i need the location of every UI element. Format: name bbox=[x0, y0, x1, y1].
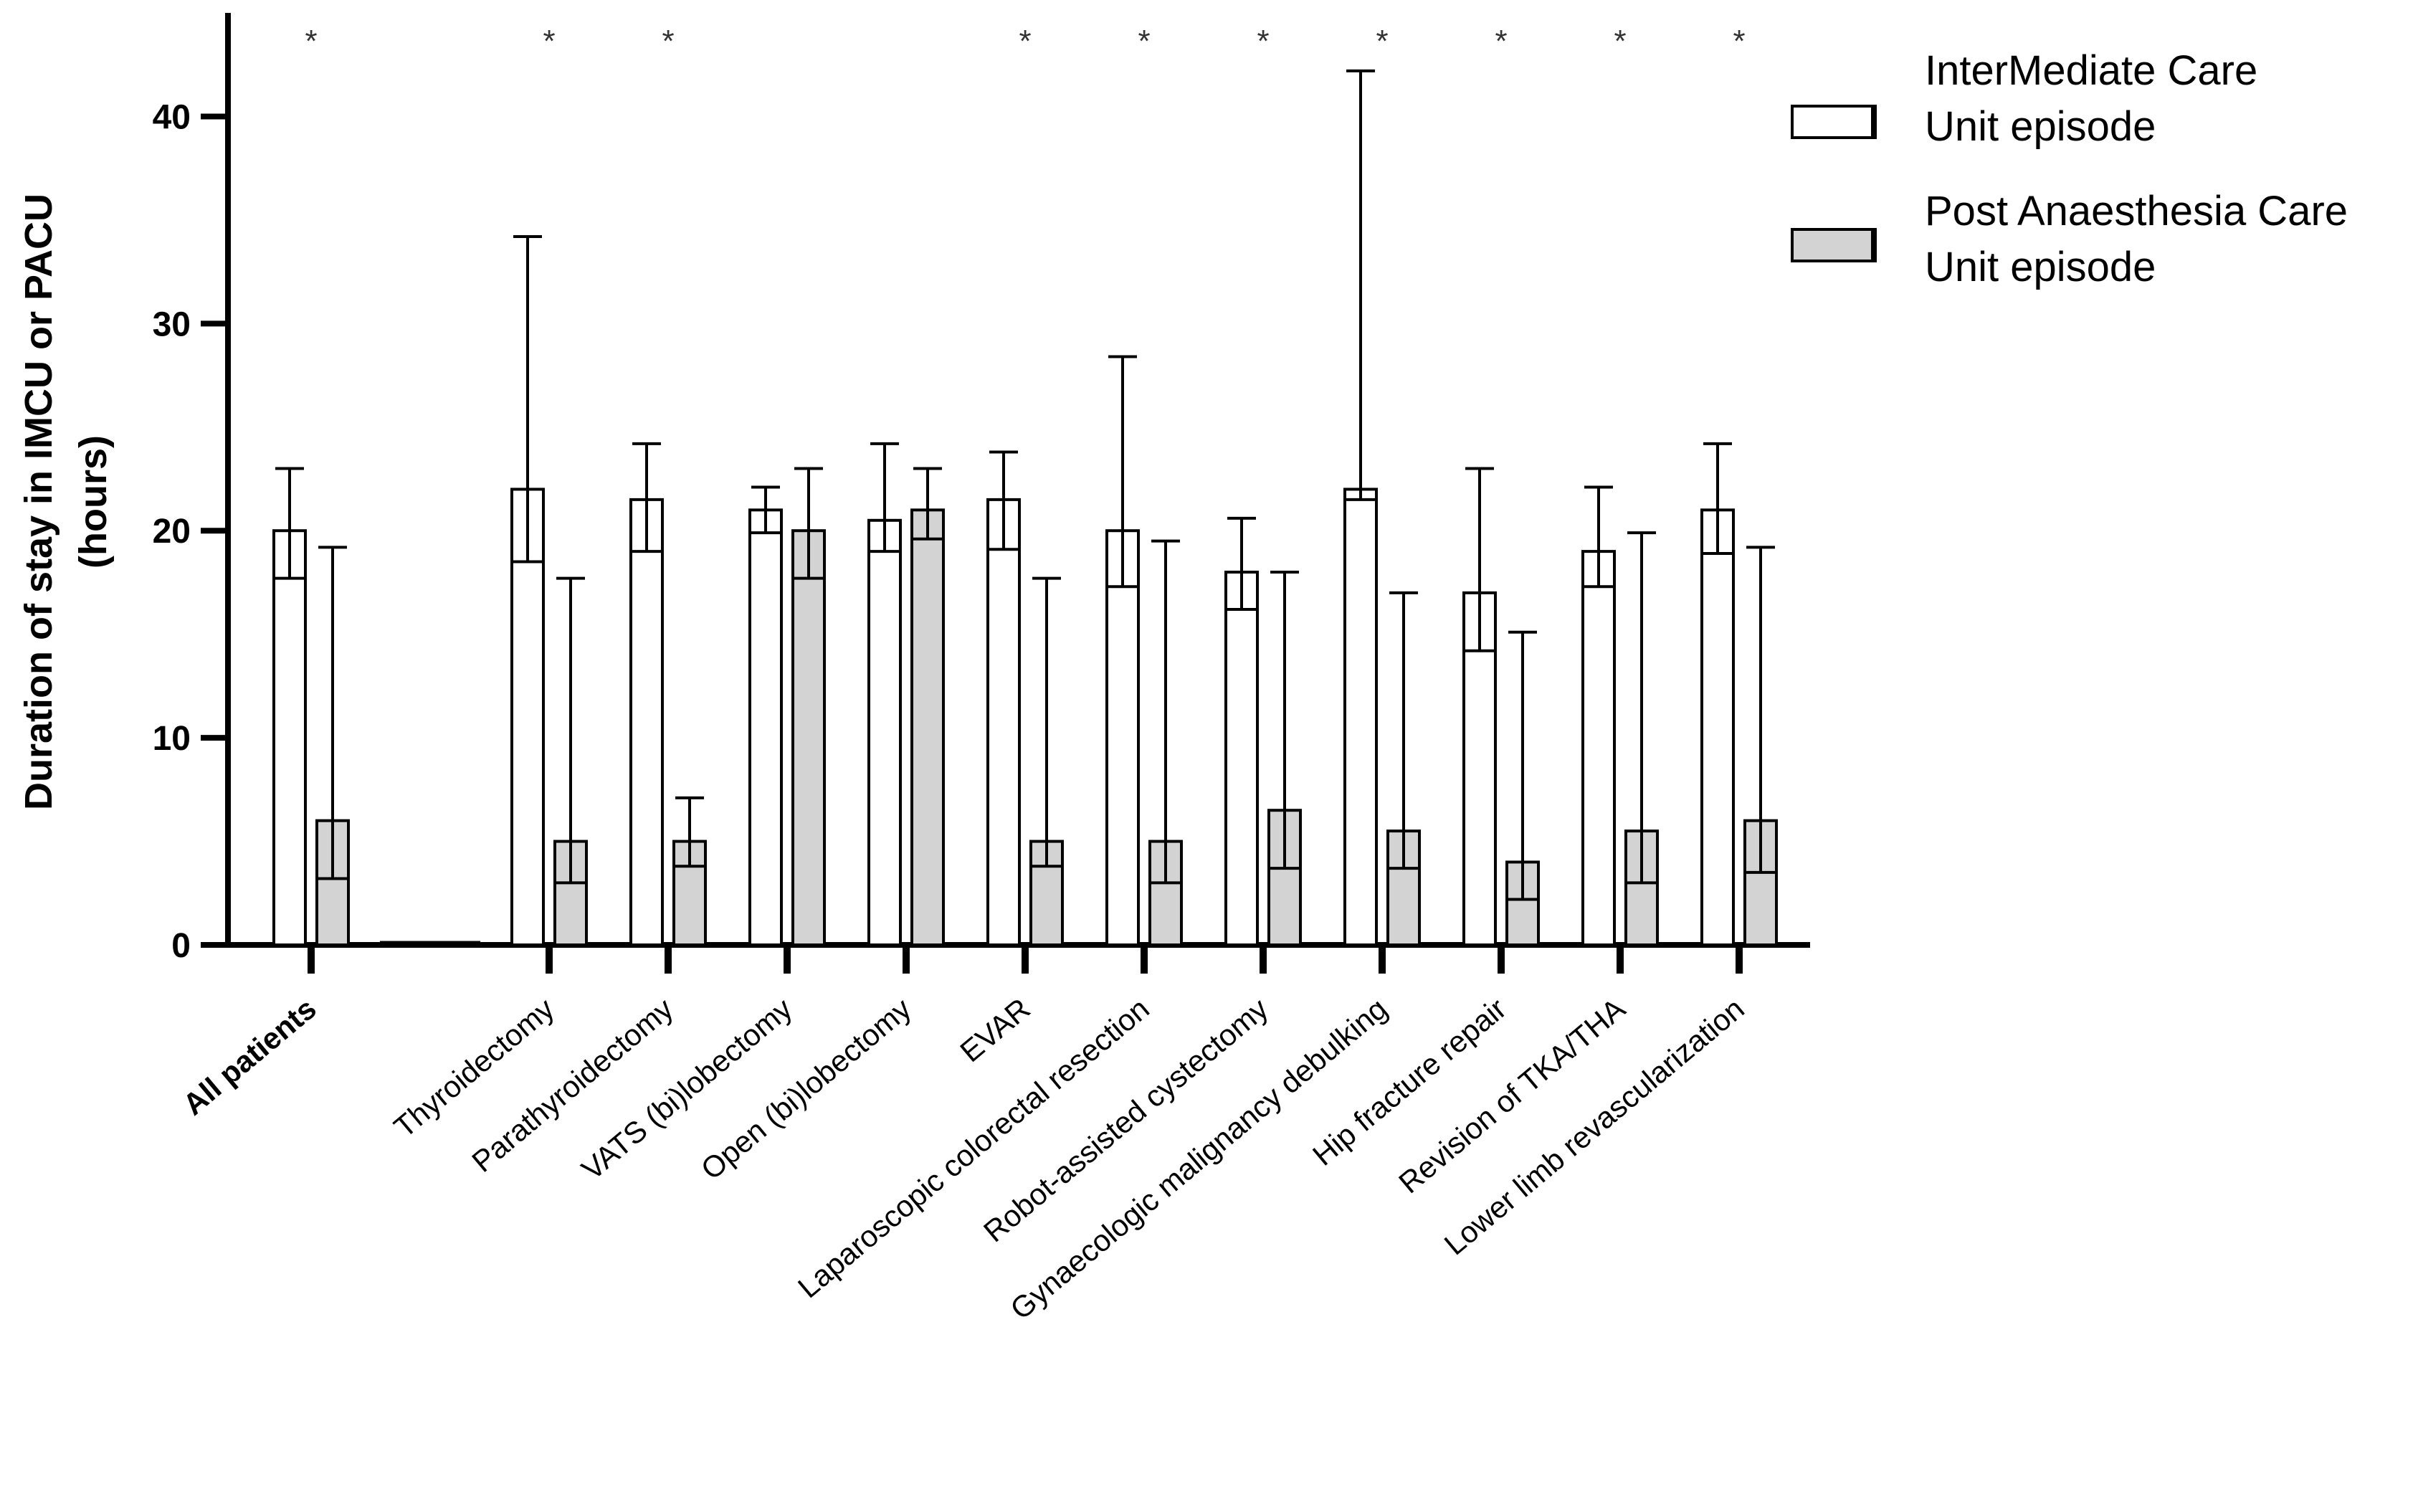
legend-label-pacu-line-1: Post Anaesthesia Care bbox=[1925, 188, 2348, 234]
x-tick-label: Hip fracture repair bbox=[1306, 992, 1513, 1172]
x-tick-label: Open (bi)lobectomy bbox=[695, 992, 918, 1187]
legend-label-imcu-line-1: InterMediate Care bbox=[1925, 47, 2257, 94]
bar-pacu bbox=[910, 508, 945, 946]
significance-star: * bbox=[1257, 24, 1269, 59]
legend-label-imcu-line-2: Unit episode bbox=[1925, 103, 2156, 150]
error-bars bbox=[275, 69, 1775, 901]
legend-label-pacu-line-2: Unit episode bbox=[1925, 244, 2156, 290]
bar-imcu bbox=[1581, 550, 1616, 946]
bar-imcu bbox=[272, 529, 307, 946]
bar-pacu bbox=[791, 529, 826, 946]
significance-star: * bbox=[1614, 24, 1626, 59]
significance-star: * bbox=[1376, 24, 1388, 59]
x-tick-label: VATS (bi)lobectomy bbox=[575, 992, 799, 1187]
y-axis-label: Duration of stay in IMCU or PACU (hours) bbox=[17, 194, 115, 810]
significance-markers: * * * * * * * * * * bbox=[305, 24, 1745, 59]
bar-imcu bbox=[1224, 571, 1259, 946]
bar-imcu bbox=[510, 488, 545, 946]
bar-imcu bbox=[748, 508, 783, 946]
bar-imcu bbox=[629, 498, 664, 946]
bar-imcu bbox=[1343, 488, 1378, 946]
significance-star: * bbox=[305, 24, 317, 59]
bar-imcu bbox=[986, 498, 1021, 946]
y-tick-label: 40 bbox=[153, 98, 191, 136]
legend: InterMediate Care Unit episode Post Anae… bbox=[1791, 47, 2348, 290]
y-tick-label: 0 bbox=[171, 927, 191, 965]
bar-imcu bbox=[1700, 508, 1735, 946]
x-tick-labels: All patients ThyroidectomyParathyroidecto… bbox=[176, 992, 1751, 1326]
bars bbox=[272, 488, 1778, 947]
significance-star: * bbox=[1138, 24, 1150, 59]
y-axis-label-line-1: Duration of stay in IMCU or PACU bbox=[17, 194, 60, 810]
x-tick-label: EVAR bbox=[953, 992, 1036, 1069]
bar-imcu bbox=[867, 518, 902, 946]
legend-swatch-pacu bbox=[1791, 228, 1877, 262]
significance-star: * bbox=[1019, 24, 1031, 59]
bar-imcu bbox=[1105, 529, 1140, 946]
significance-star: * bbox=[662, 24, 674, 59]
significance-star: * bbox=[543, 24, 555, 59]
legend-swatch-imcu bbox=[1791, 105, 1877, 139]
y-tick-label: 10 bbox=[153, 720, 191, 758]
significance-star: * bbox=[1733, 24, 1745, 59]
y-tick-label: 30 bbox=[153, 305, 191, 343]
x-tick-label: Revision of TKA/THA bbox=[1392, 992, 1632, 1200]
y-tick-label: 20 bbox=[153, 513, 191, 551]
x-tick-label: Parathyroidectomy bbox=[465, 992, 679, 1179]
significance-star: * bbox=[1495, 24, 1507, 59]
axes: 0 10 20 30 40 bbox=[153, 13, 1810, 974]
y-axis-label-line-2: (hours) bbox=[72, 435, 115, 569]
x-tick-label: All patients bbox=[176, 992, 323, 1122]
bar-pacu bbox=[672, 840, 707, 946]
